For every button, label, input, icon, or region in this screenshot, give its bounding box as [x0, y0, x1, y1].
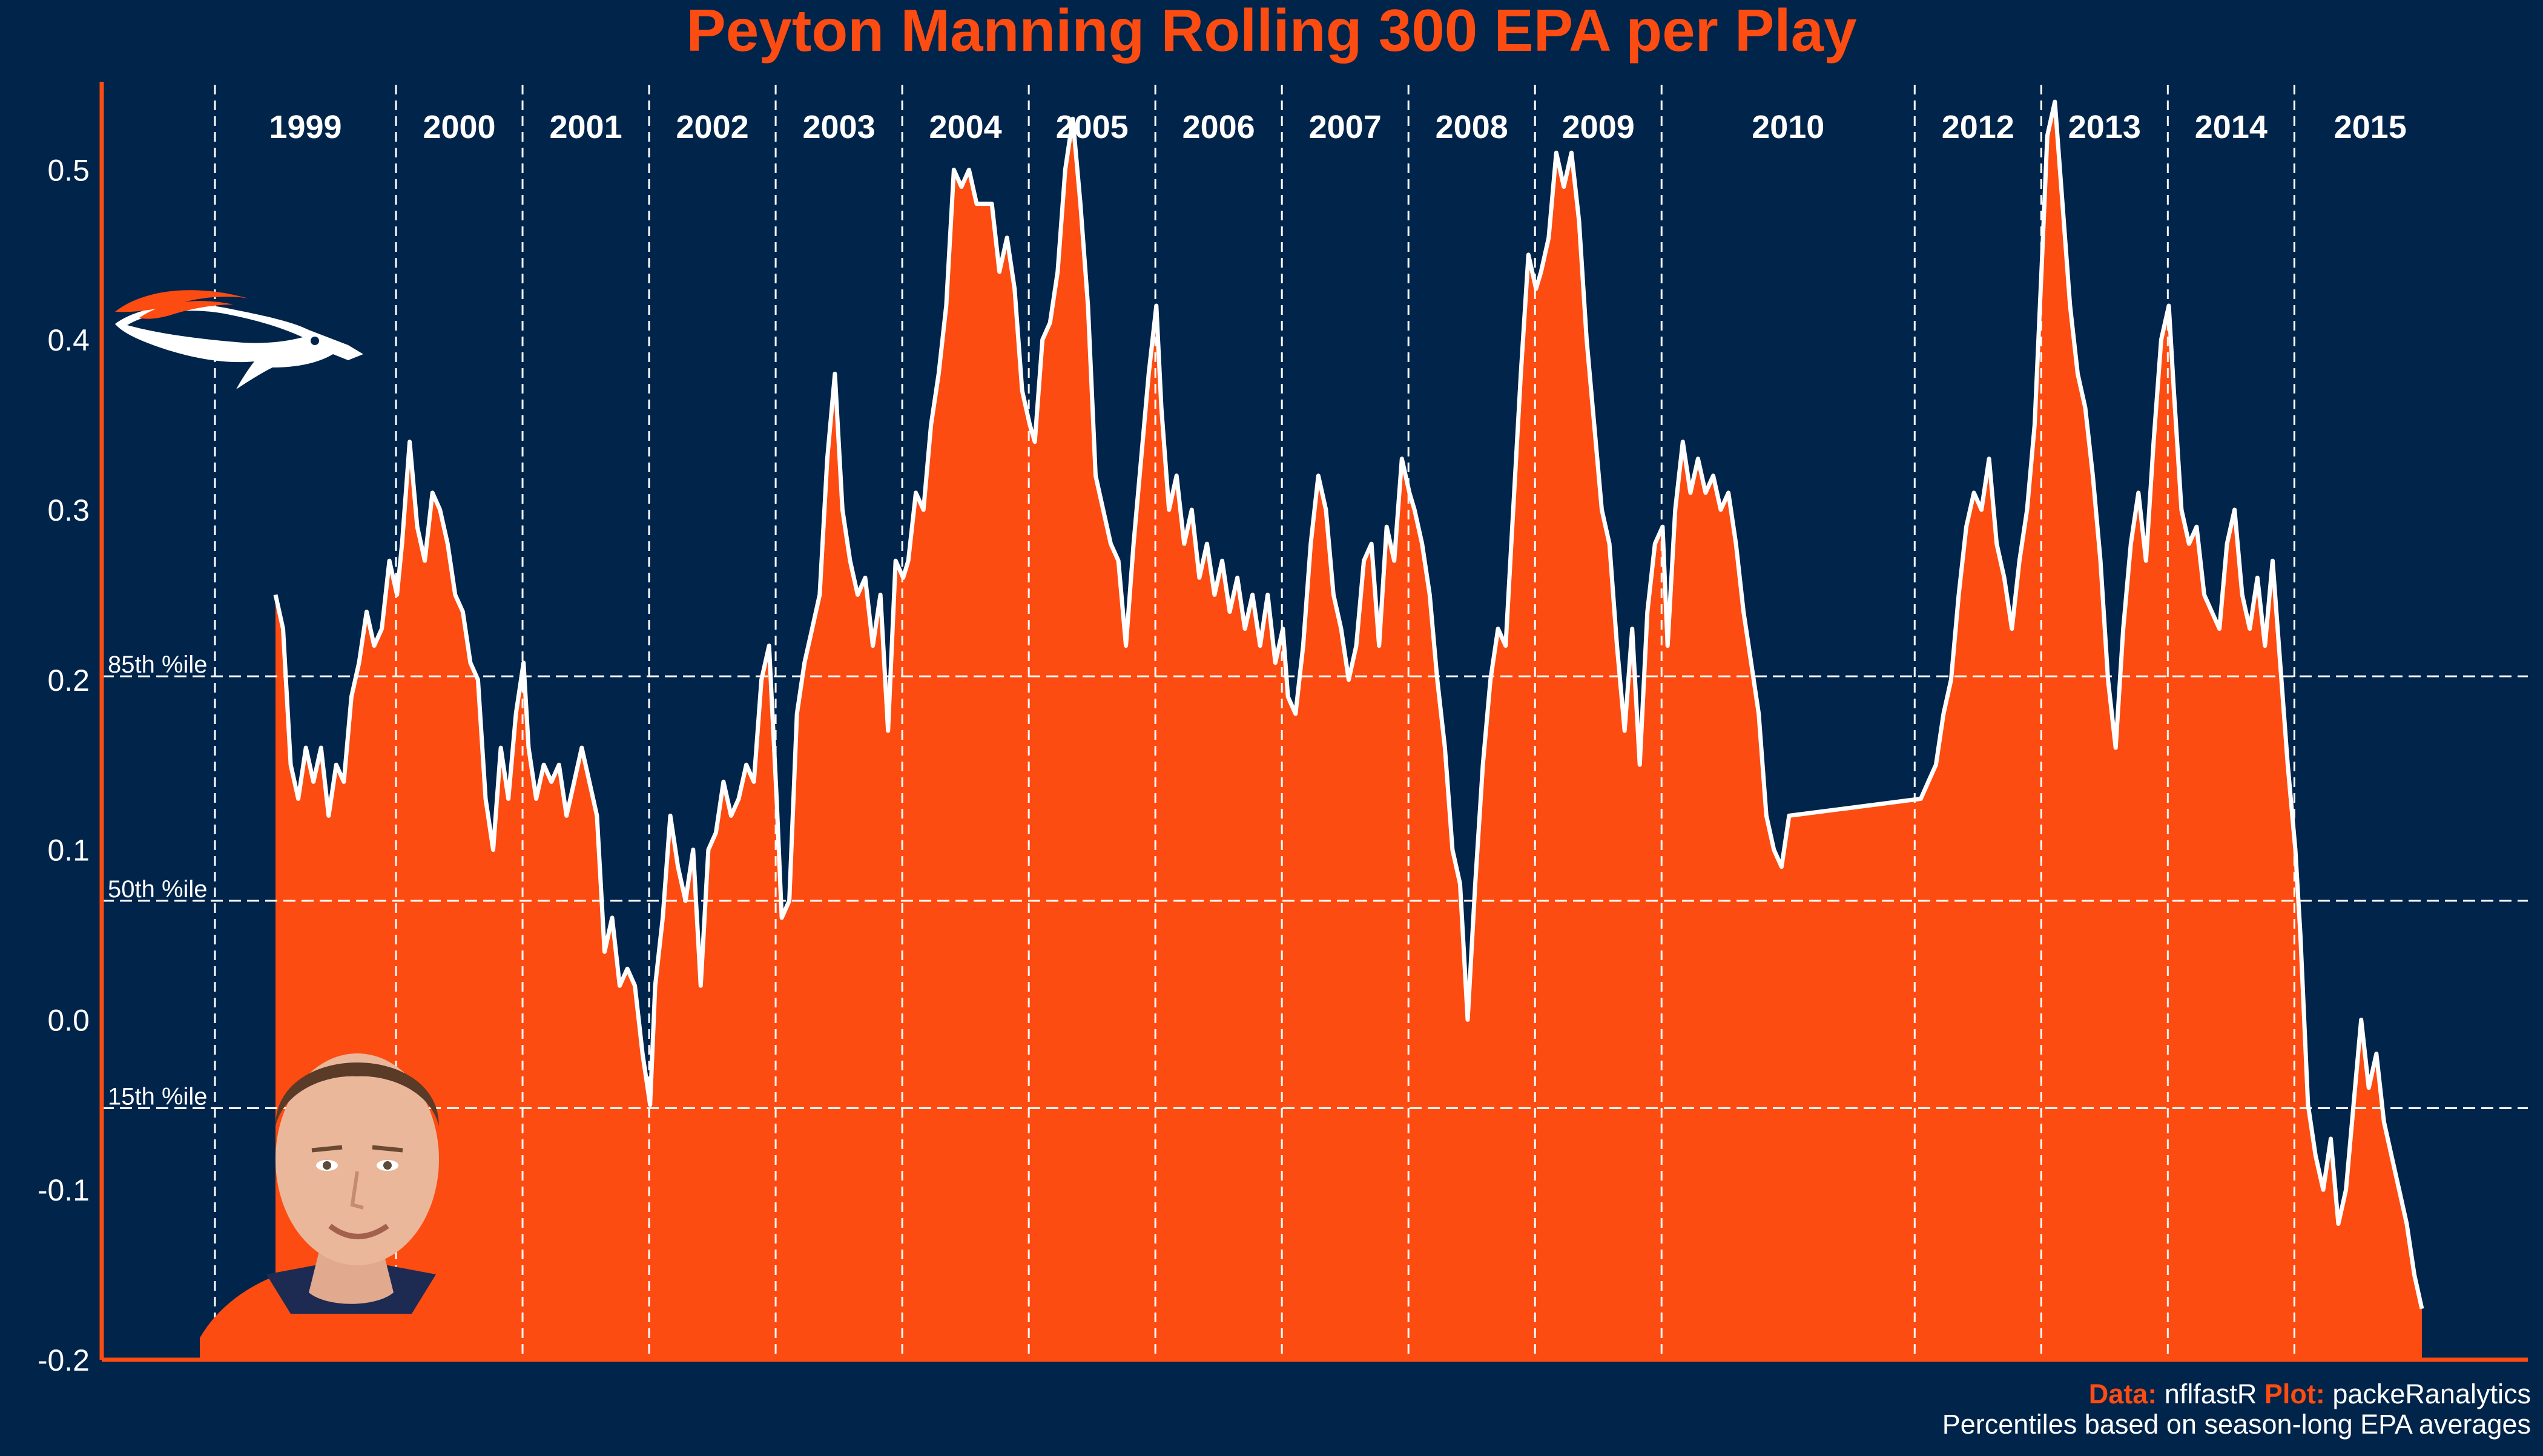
y-tick-label: -0.1	[38, 1173, 90, 1207]
season-label: 2014	[2195, 109, 2268, 145]
caption-note: Percentiles based on season-long EPA ave…	[1942, 1409, 2531, 1440]
season-label: 2003	[803, 109, 876, 145]
y-tick-label: 0.0	[47, 1003, 90, 1037]
season-label: 2006	[1182, 109, 1255, 145]
season-label: 2015	[2334, 109, 2407, 145]
y-tick-label: -0.2	[38, 1343, 90, 1377]
player-headshot	[200, 1053, 503, 1360]
chart-title: Peyton Manning Rolling 300 EPA per Play	[686, 0, 1856, 64]
season-label: 2000	[423, 109, 495, 145]
percentile-label: 85th %ile	[108, 651, 208, 678]
y-tick-label: 0.5	[47, 153, 90, 187]
y-tick-label: 0.3	[47, 493, 90, 527]
y-tick-label: 0.2	[47, 664, 90, 697]
broncos-logo	[115, 290, 363, 389]
season-label: 2010	[1752, 109, 1824, 145]
caption-source: Data: nflfastR Plot: packeRanalytics	[2089, 1379, 2531, 1409]
y-tick-label: 0.4	[47, 323, 90, 357]
season-label: 2002	[676, 109, 749, 145]
season-label: 2013	[2068, 109, 2141, 145]
y-tick-label: 0.1	[47, 834, 90, 868]
plot-area: 1999 2000 2001 2002 2003 2004 2005 2006 2007 2008…	[38, 82, 2528, 1377]
season-label: 1999	[269, 109, 341, 145]
season-label: 2009	[1562, 109, 1635, 145]
season-label: 2008	[1436, 109, 1508, 145]
epa-line	[273, 99, 2424, 1309]
season-label: 2004	[929, 109, 1002, 145]
season-label: 2007	[1309, 109, 1382, 145]
season-label: 2012	[1942, 109, 2014, 145]
season-label: 2001	[549, 109, 622, 145]
percentile-label: 15th %ile	[108, 1083, 208, 1110]
percentile-label: 50th %ile	[108, 876, 208, 903]
epa-area	[275, 102, 2422, 1360]
season-label: 2005	[1056, 109, 1129, 145]
